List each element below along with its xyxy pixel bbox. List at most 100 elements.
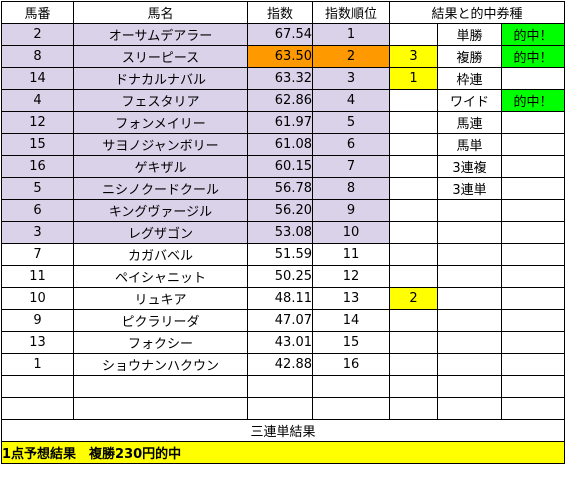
header-result[interactable]: 結果と的中券種 [389, 1, 565, 24]
cell-shisu[interactable]: 50.25 [247, 265, 313, 288]
cell-umaban[interactable]: 4 [1, 89, 74, 112]
empty-cell[interactable] [73, 397, 248, 420]
cell-name[interactable]: オーサムデアラー [73, 23, 248, 46]
cell-shisu[interactable]: 61.08 [247, 133, 313, 156]
cell-ticket-type[interactable] [437, 265, 502, 288]
cell-hit[interactable] [501, 67, 565, 90]
cell-umaban[interactable]: 14 [1, 67, 74, 90]
empty-cell[interactable] [247, 375, 313, 398]
empty-cell[interactable] [73, 375, 248, 398]
cell-name[interactable]: レグザゴン [73, 221, 248, 244]
cell-ticket-type[interactable]: ワイド [437, 89, 502, 112]
cell-juni[interactable]: 2 [312, 45, 390, 68]
empty-cell[interactable] [312, 375, 390, 398]
cell-placing[interactable] [389, 89, 438, 112]
cell-placing[interactable] [389, 221, 438, 244]
empty-cell[interactable] [247, 397, 313, 420]
cell-juni[interactable]: 3 [312, 67, 390, 90]
cell-shisu[interactable]: 67.54 [247, 23, 313, 46]
cell-shisu[interactable]: 48.11 [247, 287, 313, 310]
cell-juni[interactable]: 12 [312, 265, 390, 288]
cell-shisu[interactable]: 63.32 [247, 67, 313, 90]
cell-placing[interactable] [389, 309, 438, 332]
cell-hit[interactable] [501, 287, 565, 310]
cell-name[interactable]: フォクシー [73, 331, 248, 354]
cell-juni[interactable]: 16 [312, 353, 390, 376]
cell-umaban[interactable]: 6 [1, 199, 74, 222]
empty-cell[interactable] [437, 397, 502, 420]
cell-ticket-type[interactable] [437, 221, 502, 244]
cell-placing[interactable] [389, 353, 438, 376]
cell-hit[interactable] [501, 177, 565, 200]
cell-umaban[interactable]: 15 [1, 133, 74, 156]
cell-name[interactable]: ニシノクードクール [73, 177, 248, 200]
empty-cell[interactable] [1, 397, 74, 420]
cell-juni[interactable]: 6 [312, 133, 390, 156]
cell-name[interactable]: キングヴァージル [73, 199, 248, 222]
cell-hit-fukusho[interactable]: 的中！ [501, 45, 565, 68]
cell-juni[interactable]: 10 [312, 221, 390, 244]
header-juni[interactable]: 指数順位 [312, 1, 390, 24]
cell-ticket-type[interactable]: 馬連 [437, 111, 502, 134]
cell-shisu[interactable]: 56.78 [247, 177, 313, 200]
cell-hit[interactable] [501, 243, 565, 266]
cell-placing[interactable] [389, 177, 438, 200]
cell-juni[interactable]: 13 [312, 287, 390, 310]
cell-hit[interactable] [501, 265, 565, 288]
cell-shisu[interactable]: 56.20 [247, 199, 313, 222]
empty-cell[interactable] [501, 375, 565, 398]
cell-hit[interactable] [501, 221, 565, 244]
cell-placing[interactable] [389, 23, 438, 46]
cell-umaban[interactable]: 2 [1, 23, 74, 46]
cell-shisu[interactable]: 47.07 [247, 309, 313, 332]
cell-umaban[interactable]: 11 [1, 265, 74, 288]
cell-ticket-type[interactable]: 3連単 [437, 177, 502, 200]
cell-juni[interactable]: 1 [312, 23, 390, 46]
cell-name[interactable]: ペイシャニット [73, 265, 248, 288]
cell-hit[interactable] [501, 331, 565, 354]
cell-ticket-type[interactable] [437, 199, 502, 222]
header-shisu[interactable]: 指数 [247, 1, 313, 24]
cell-placing[interactable]: 2 [389, 287, 438, 310]
cell-shisu[interactable]: 61.97 [247, 111, 313, 134]
cell-juni[interactable]: 15 [312, 331, 390, 354]
empty-cell[interactable] [389, 397, 438, 420]
empty-cell[interactable] [389, 375, 438, 398]
cell-placing[interactable] [389, 111, 438, 134]
cell-placing[interactable] [389, 199, 438, 222]
cell-umaban[interactable]: 9 [1, 309, 74, 332]
header-umaban[interactable]: 馬番 [1, 1, 74, 24]
cell-juni[interactable]: 8 [312, 177, 390, 200]
cell-name[interactable]: リュキア [73, 287, 248, 310]
cell-hit[interactable] [501, 353, 565, 376]
cell-shisu[interactable]: 43.01 [247, 331, 313, 354]
cell-name[interactable]: ピクラリーダ [73, 309, 248, 332]
cell-hit[interactable] [501, 111, 565, 134]
trifecta-label[interactable]: 三連単結果 [1, 419, 565, 442]
cell-umaban[interactable]: 3 [1, 221, 74, 244]
header-bamei[interactable]: 馬名 [73, 1, 248, 24]
cell-placing[interactable] [389, 243, 438, 266]
cell-ticket-type[interactable]: 複勝 [437, 45, 502, 68]
cell-hit-tansho[interactable]: 的中！ [501, 23, 565, 46]
cell-juni[interactable]: 5 [312, 111, 390, 134]
cell-umaban[interactable]: 7 [1, 243, 74, 266]
cell-hit-wide[interactable]: 的中！ [501, 89, 565, 112]
cell-hit[interactable] [501, 133, 565, 156]
cell-name[interactable]: スリーピース [73, 45, 248, 68]
cell-placing[interactable]: 1 [389, 67, 438, 90]
cell-placing[interactable] [389, 265, 438, 288]
cell-umaban[interactable]: 5 [1, 177, 74, 200]
cell-ticket-type[interactable]: 単勝 [437, 23, 502, 46]
cell-juni[interactable]: 14 [312, 309, 390, 332]
cell-shisu[interactable]: 63.50 [247, 45, 313, 68]
cell-name[interactable]: フェスタリア [73, 89, 248, 112]
cell-name[interactable]: カガバベル [73, 243, 248, 266]
cell-name[interactable]: ゲキザル [73, 155, 248, 178]
cell-placing[interactable] [389, 331, 438, 354]
cell-ticket-type[interactable] [437, 309, 502, 332]
cell-shisu[interactable]: 42.88 [247, 353, 313, 376]
cell-name[interactable]: フォンメイリー [73, 111, 248, 134]
cell-juni[interactable]: 9 [312, 199, 390, 222]
cell-name[interactable]: ショウナンハクウン [73, 353, 248, 376]
